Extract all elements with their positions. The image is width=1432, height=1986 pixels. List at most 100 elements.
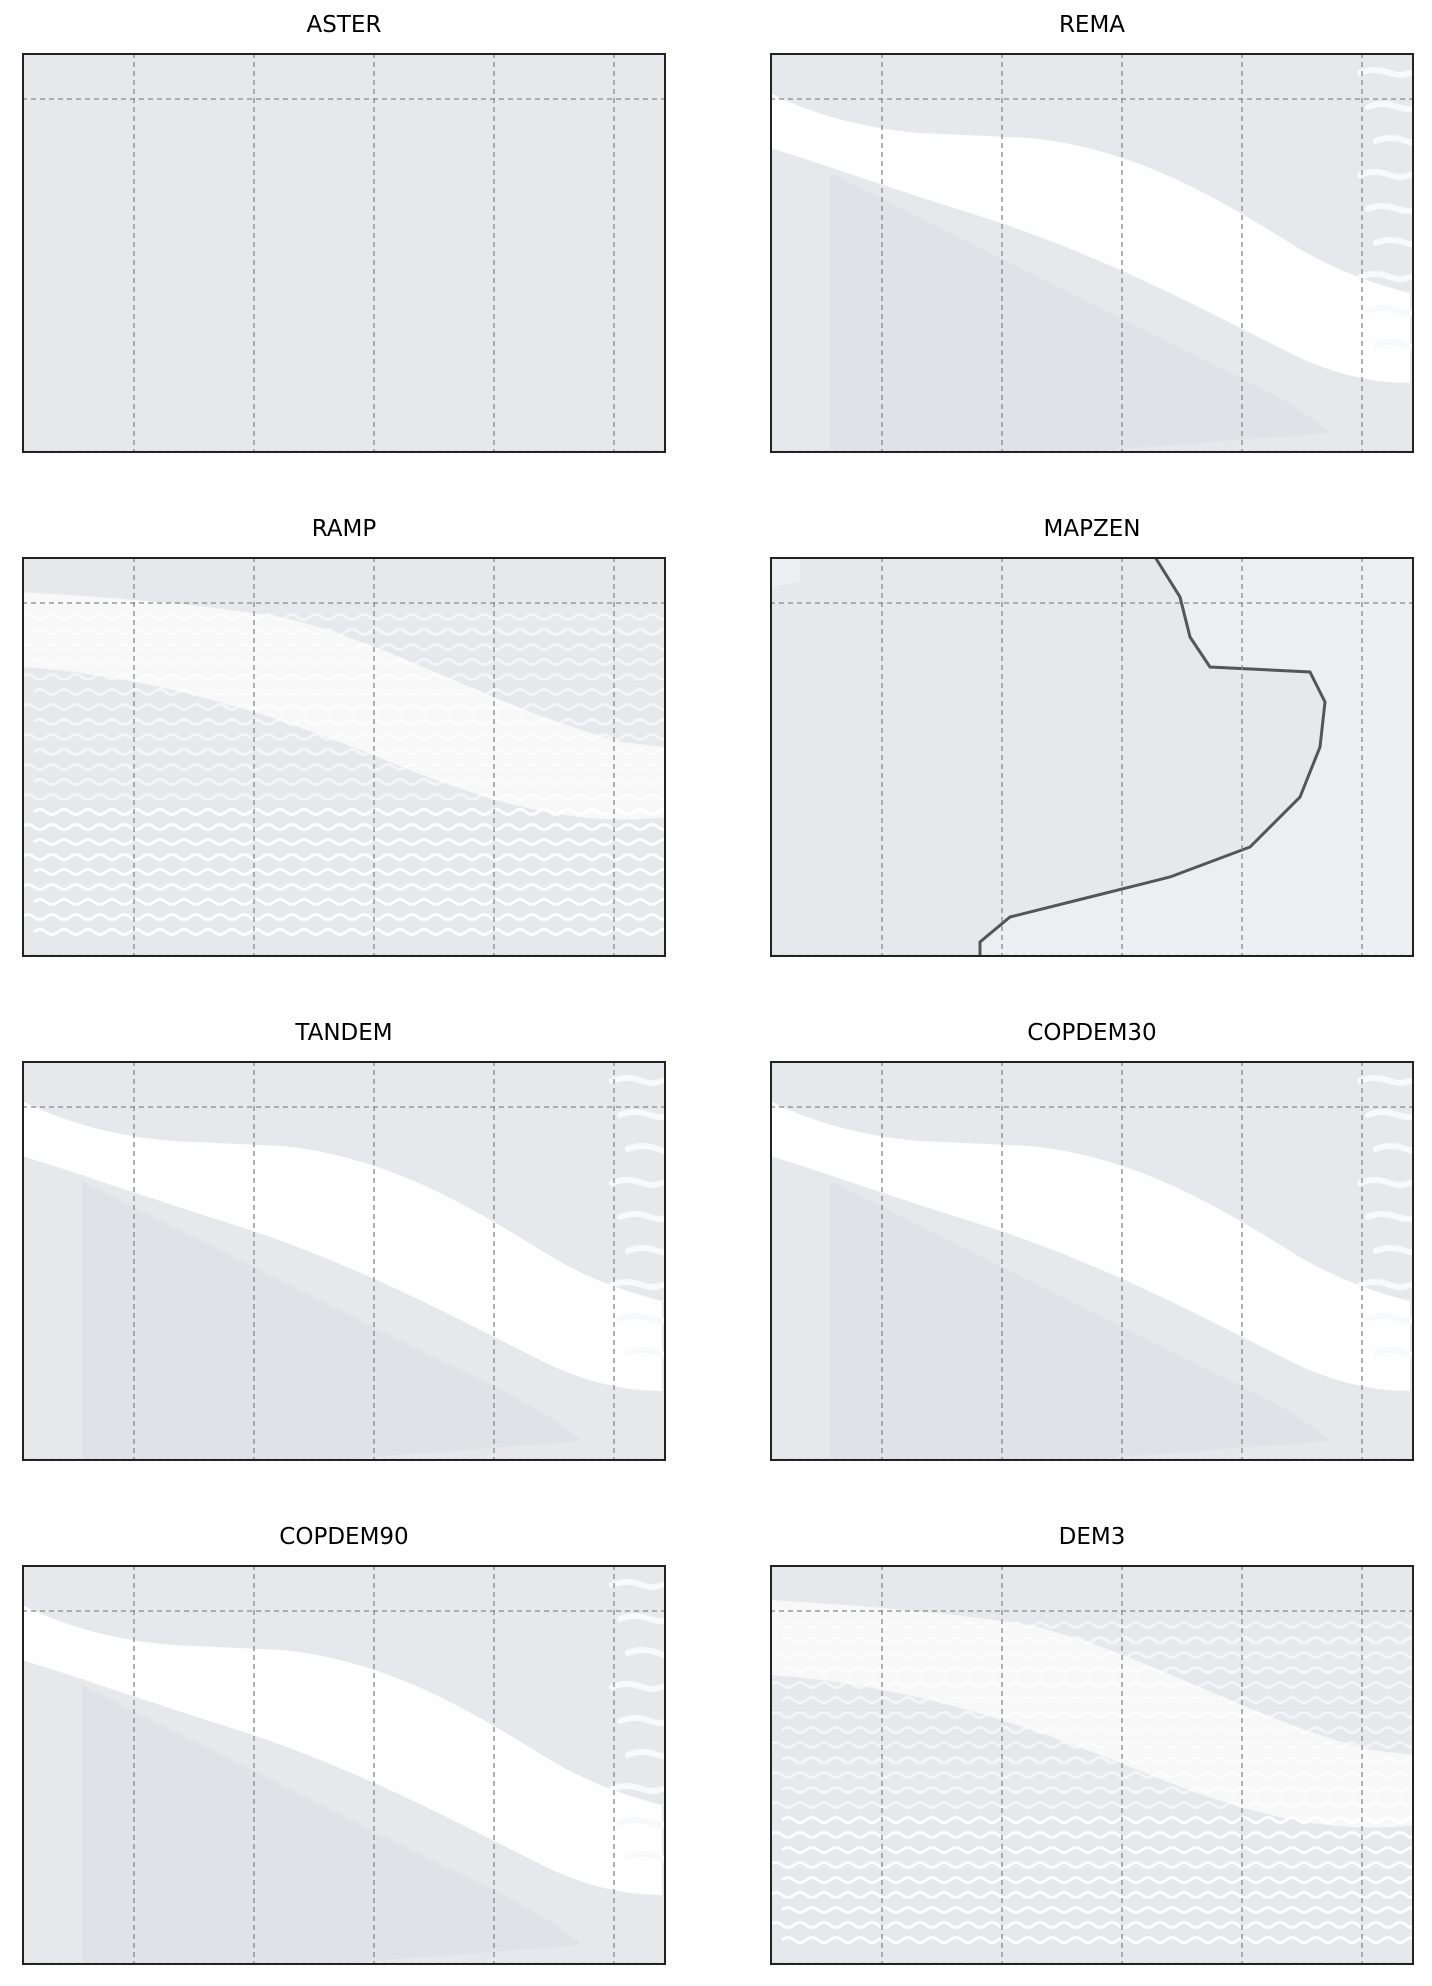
ridge-texture bbox=[1373, 1245, 1414, 1256]
panel-title: ASTER bbox=[306, 12, 382, 38]
hillshade-map-rema bbox=[770, 53, 1414, 453]
map-frame bbox=[22, 557, 666, 957]
ridge-texture bbox=[625, 1143, 666, 1154]
ridge-texture bbox=[1373, 1347, 1414, 1358]
terrain-layer bbox=[22, 1579, 666, 1965]
map-frame bbox=[770, 557, 1414, 957]
terrain-texture bbox=[22, 853, 666, 861]
map-frame bbox=[770, 1565, 1414, 1965]
glacier-highlight bbox=[770, 93, 1410, 383]
map-frame bbox=[22, 1061, 666, 1461]
terrain-texture bbox=[781, 1816, 1414, 1824]
map-frame bbox=[770, 53, 1414, 453]
ridge-texture bbox=[625, 1245, 666, 1256]
terrain-texture bbox=[770, 1771, 1414, 1779]
ridge-texture bbox=[609, 1279, 665, 1290]
terrain-texture bbox=[33, 628, 666, 636]
coastline bbox=[978, 557, 1327, 957]
panel-title: DEM3 bbox=[1058, 1524, 1126, 1550]
map-background bbox=[22, 53, 666, 453]
glacier-highlight bbox=[22, 1605, 662, 1895]
terrain-texture bbox=[22, 883, 666, 891]
glacier-highlight bbox=[22, 1101, 662, 1391]
terrain-texture bbox=[33, 838, 666, 846]
terrain-texture bbox=[770, 1861, 1414, 1869]
terrain-texture bbox=[22, 913, 666, 921]
terrain-texture bbox=[22, 643, 666, 651]
terrain-texture bbox=[781, 1666, 1414, 1674]
terrain-layer bbox=[770, 1600, 1414, 1944]
hillshade-map-copdem90 bbox=[22, 1565, 666, 1965]
terrain-texture bbox=[770, 1921, 1414, 1929]
ridge-texture bbox=[625, 1749, 666, 1760]
ridge-texture bbox=[1373, 135, 1414, 146]
hillshade-map-ramp bbox=[22, 557, 666, 957]
land-area bbox=[770, 557, 800, 587]
panel-title: REMA bbox=[1058, 12, 1126, 38]
terrain-texture bbox=[33, 808, 666, 816]
hillshade-map-dem3 bbox=[770, 1565, 1414, 1965]
ridge-texture bbox=[1373, 339, 1414, 350]
terrain-texture bbox=[781, 1906, 1414, 1914]
ridge-texture bbox=[1357, 1279, 1413, 1290]
terrain-texture bbox=[781, 1876, 1414, 1884]
map-canvas bbox=[770, 1061, 1414, 1461]
terrain-texture bbox=[22, 673, 666, 681]
hillshade-map-copdem30 bbox=[770, 1061, 1414, 1461]
ridge-texture bbox=[1357, 1177, 1413, 1188]
map-canvas bbox=[770, 1565, 1414, 1965]
terrain-texture bbox=[33, 718, 666, 726]
glacier-highlight bbox=[770, 1101, 1410, 1391]
ridge-texture bbox=[1357, 169, 1413, 180]
terrain-texture bbox=[22, 823, 666, 831]
terrain-layer bbox=[770, 67, 1414, 453]
terrain-texture bbox=[770, 1651, 1414, 1659]
panel-title: COPDEM90 bbox=[279, 1524, 409, 1550]
terrain-texture bbox=[781, 1696, 1414, 1704]
land-area bbox=[980, 557, 1414, 957]
ridge-texture bbox=[1357, 67, 1413, 78]
ridge-texture bbox=[609, 1783, 665, 1794]
map-canvas bbox=[770, 53, 1414, 453]
map-canvas bbox=[22, 1565, 666, 1965]
panel-title: TANDEM bbox=[295, 1020, 393, 1046]
terrain-texture bbox=[22, 613, 666, 621]
terrain-texture bbox=[33, 778, 666, 786]
terrain-texture bbox=[770, 1711, 1414, 1719]
ridge-texture bbox=[609, 1579, 665, 1590]
terrain-texture bbox=[781, 1726, 1414, 1734]
terrain-texture bbox=[770, 1801, 1414, 1809]
terrain-texture bbox=[770, 1741, 1414, 1749]
ridge-texture bbox=[1357, 1075, 1413, 1086]
terrain-layer bbox=[22, 1075, 666, 1461]
map-canvas bbox=[770, 557, 1414, 957]
terrain-texture bbox=[33, 868, 666, 876]
map-canvas bbox=[22, 557, 666, 957]
ridge-texture bbox=[1357, 271, 1413, 282]
terrain-layer bbox=[22, 592, 666, 936]
terrain-layer bbox=[770, 1075, 1414, 1461]
ridge-texture bbox=[625, 1851, 666, 1862]
hillshade-map-mapzen bbox=[770, 557, 1414, 957]
terrain-texture bbox=[22, 703, 666, 711]
map-frame bbox=[22, 1565, 666, 1965]
terrain-layer bbox=[770, 557, 1414, 957]
terrain-texture bbox=[22, 763, 666, 771]
panel-title: COPDEM30 bbox=[1027, 1020, 1157, 1046]
terrain-texture bbox=[33, 658, 666, 666]
ridge-texture bbox=[609, 1681, 665, 1692]
terrain-texture bbox=[781, 1936, 1414, 1944]
ridge-texture bbox=[1373, 237, 1414, 248]
terrain-texture bbox=[22, 733, 666, 741]
terrain-shadow bbox=[82, 1685, 582, 1965]
terrain-texture bbox=[33, 898, 666, 906]
hillshade-map-tandem bbox=[22, 1061, 666, 1461]
terrain-shadow bbox=[830, 1181, 1330, 1461]
terrain-texture bbox=[33, 928, 666, 936]
terrain-shadow bbox=[82, 1181, 582, 1461]
hillshade-map-aster bbox=[22, 53, 666, 453]
terrain-texture bbox=[781, 1636, 1414, 1644]
map-canvas bbox=[22, 53, 666, 453]
ridge-texture bbox=[625, 1347, 666, 1358]
